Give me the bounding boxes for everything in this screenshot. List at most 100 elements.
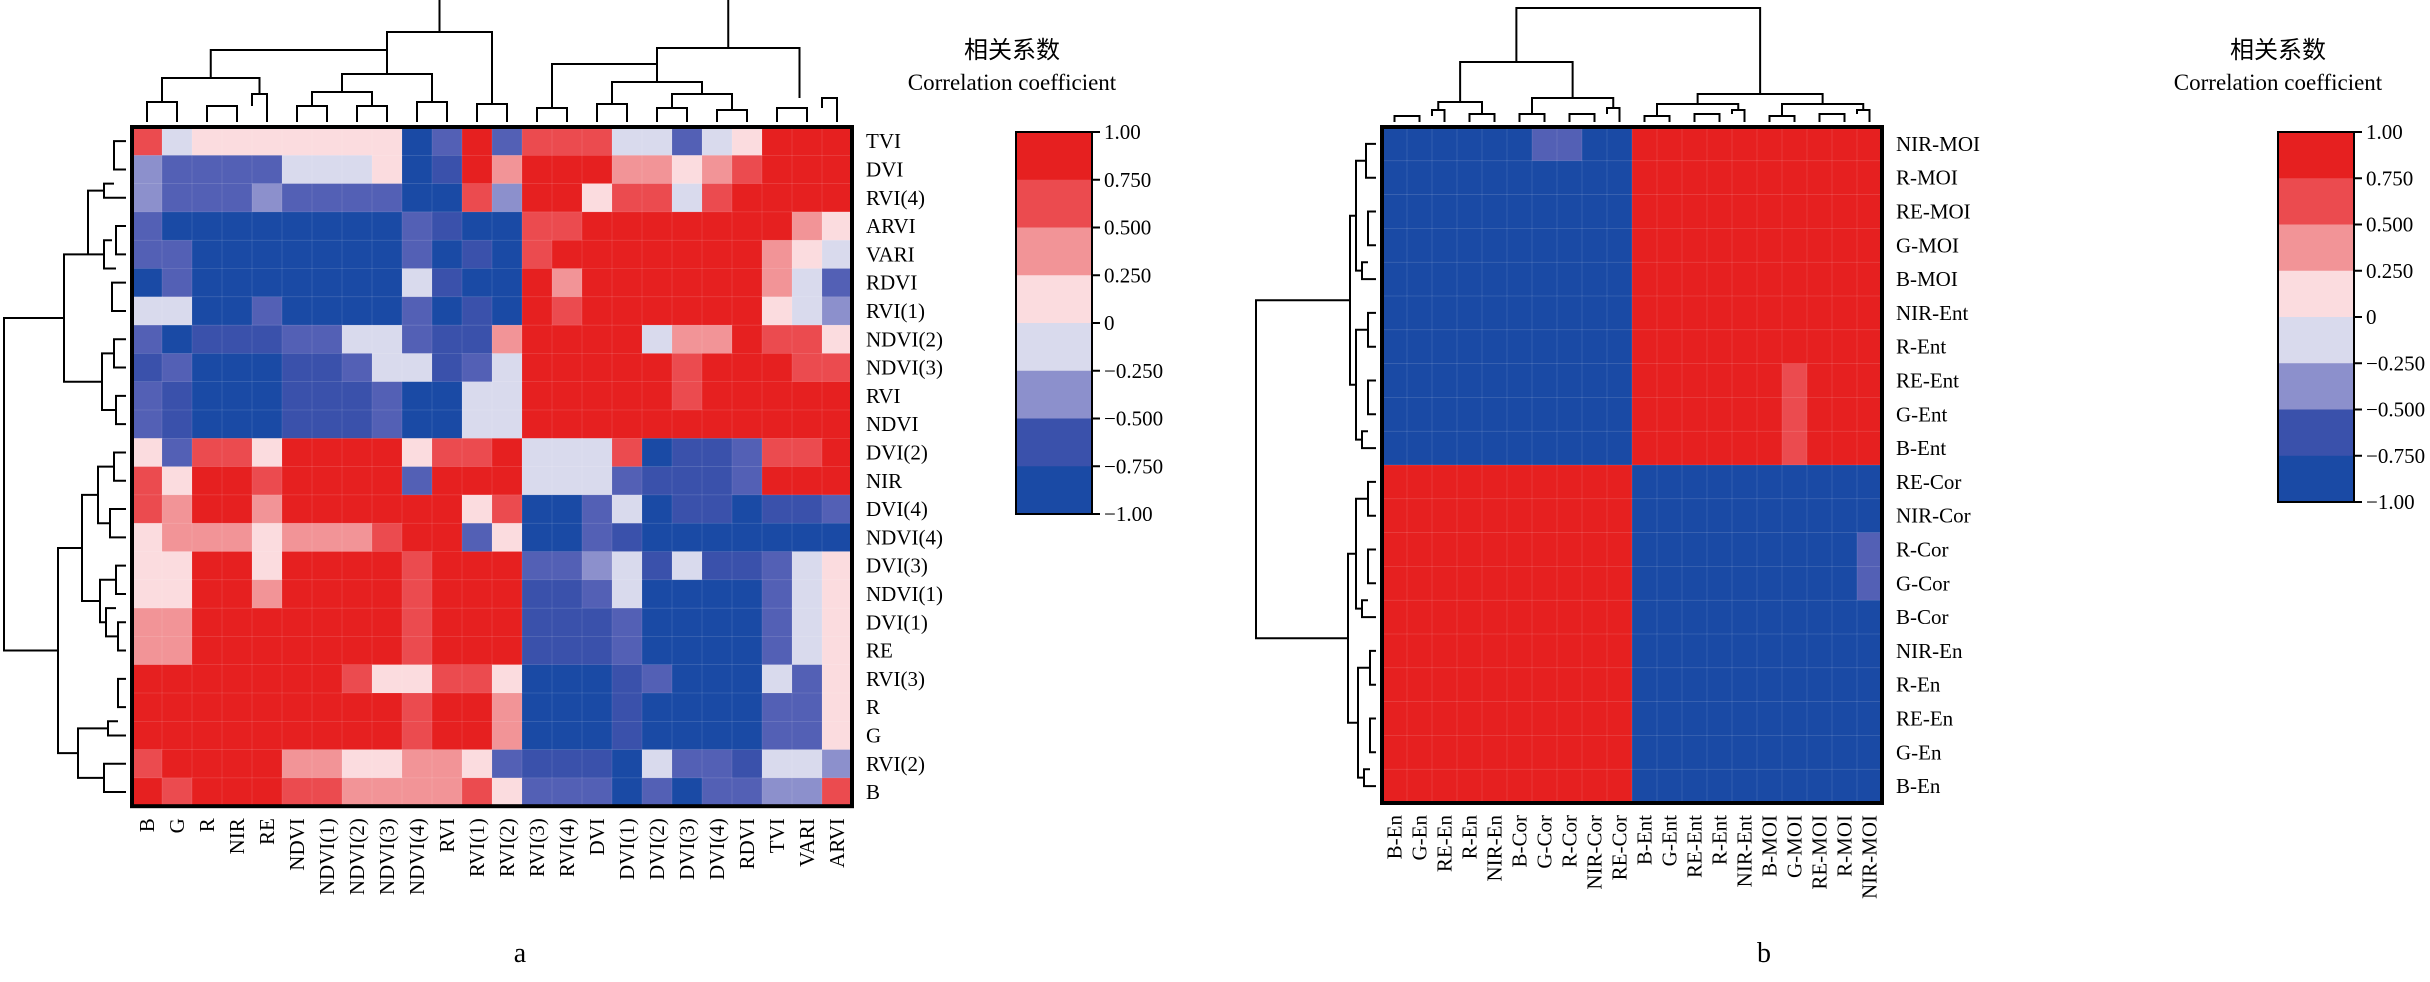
heatmap-cell (341, 522, 373, 553)
heatmap-cell (1381, 498, 1408, 534)
heatmap-cell (251, 239, 283, 270)
heatmap-cell (611, 749, 643, 779)
heatmap-cell (581, 296, 613, 326)
heatmap-cell (1631, 329, 1658, 365)
column-label: DVI(4) (705, 818, 729, 880)
heatmap-cell (311, 777, 343, 807)
heatmap-cell (1856, 126, 1883, 162)
heatmap-cell (371, 324, 403, 355)
heatmap-cell (191, 239, 223, 270)
heatmap-cell (281, 211, 313, 241)
heatmap-cell (1631, 566, 1658, 601)
heatmap-cell (1556, 397, 1583, 432)
heatmap-cell (461, 579, 493, 609)
heatmap-cell (1631, 194, 1658, 230)
heatmap-cell (641, 126, 673, 156)
row-label: RVI(3) (866, 667, 925, 691)
heatmap-cell (311, 409, 343, 439)
heatmap-cell (1556, 768, 1583, 804)
heatmap-cell (1431, 498, 1458, 534)
heatmap-cell (1806, 397, 1833, 432)
heatmap-cell (431, 777, 463, 807)
heatmap-cell (1781, 363, 1808, 399)
heatmap-cell (551, 494, 583, 524)
heatmap-cell (641, 720, 673, 751)
heatmap-cell (671, 183, 703, 213)
heatmap-cell (1531, 464, 1558, 500)
heatmap-cell (1781, 430, 1808, 466)
heatmap-cell (431, 126, 463, 156)
heatmap-cell (161, 437, 193, 468)
heatmap-cell (431, 409, 463, 439)
heatmap-cell (491, 353, 523, 383)
legend-band (1016, 323, 1092, 372)
heatmap-cell (761, 353, 793, 383)
heatmap-cell (491, 551, 523, 581)
heatmap-cell (821, 183, 853, 213)
heatmap-cell (251, 381, 283, 411)
heatmap-cell (611, 155, 643, 185)
heatmap-cell (521, 268, 553, 298)
heatmap-cell (491, 183, 523, 213)
heatmap-cells (1381, 126, 1883, 804)
heatmap-cell (1706, 228, 1733, 263)
heatmap-cell (401, 437, 433, 468)
heatmap-cell (1606, 633, 1633, 669)
heatmap-cell (1431, 126, 1458, 162)
heatmap-cell (1381, 228, 1408, 263)
heatmap-cell (161, 211, 193, 241)
heatmap-cell (1831, 633, 1858, 669)
heatmap-cell (611, 126, 643, 156)
heatmap-cell (551, 522, 583, 553)
legend-tick-label: −1.00 (2366, 490, 2415, 514)
heatmap-cell (1581, 667, 1608, 703)
heatmap-cell (341, 579, 373, 609)
heatmap-cell (191, 607, 223, 637)
heatmap-cell (1606, 768, 1633, 804)
heatmap-cell (461, 494, 493, 524)
heatmap-cell (731, 692, 763, 722)
heatmap-cell (161, 522, 193, 553)
heatmap-cell (821, 664, 853, 694)
heatmap-cell (341, 268, 373, 298)
heatmap-cell (1856, 397, 1883, 432)
heatmap-cell (1731, 397, 1758, 432)
column-label: B-Cor (1508, 815, 1532, 868)
heatmap-cell (791, 183, 823, 213)
heatmap-cell (1381, 397, 1408, 432)
heatmap-cell (221, 749, 253, 779)
heatmap-cell (1406, 160, 1433, 196)
heatmap-cell (551, 126, 583, 156)
heatmap-cell (761, 749, 793, 779)
heatmap-cell (1756, 667, 1783, 703)
heatmap-cell (1756, 295, 1783, 331)
heatmap-cell (1481, 329, 1508, 365)
heatmap-cell (1856, 633, 1883, 669)
heatmap-cell (1731, 701, 1758, 736)
heatmap-cell (1506, 768, 1533, 804)
heatmap-cell (161, 777, 193, 807)
heatmap-cell (1481, 430, 1508, 466)
heatmap-cell (1706, 363, 1733, 399)
heatmap-cell (371, 664, 403, 694)
legend-tick-label: 1.00 (2366, 120, 2403, 144)
heatmap-cell (461, 381, 493, 411)
heatmap-cell (341, 211, 373, 241)
heatmap-cell (1381, 768, 1408, 804)
heatmap-cell (431, 494, 463, 524)
heatmap-cell (671, 353, 703, 383)
heatmap-cell (641, 579, 673, 609)
heatmap-cell (1456, 464, 1483, 500)
heatmap-cell (1756, 194, 1783, 230)
heatmap-cell (641, 607, 673, 637)
column-label: ARVI (825, 818, 849, 868)
heatmap-cell (461, 720, 493, 751)
heatmap-cell (671, 268, 703, 298)
heatmap-cell (491, 749, 523, 779)
heatmap-cell (1481, 667, 1508, 703)
heatmap-cell (161, 749, 193, 779)
heatmap-cell (821, 636, 853, 666)
heatmap-cell (1806, 261, 1833, 297)
heatmap-cell (191, 636, 223, 666)
heatmap-cell (731, 636, 763, 666)
